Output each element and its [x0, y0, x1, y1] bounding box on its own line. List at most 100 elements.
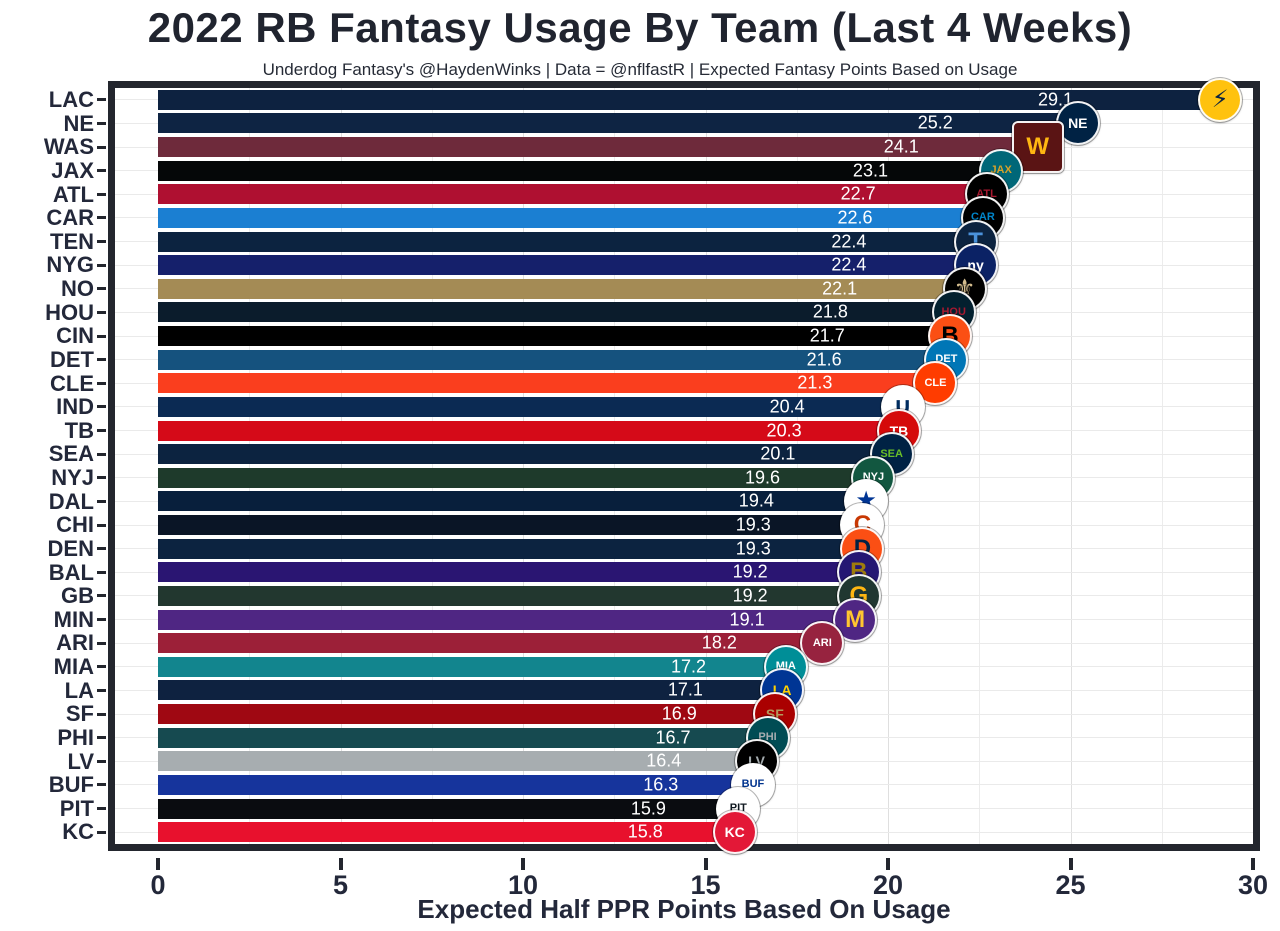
bar-PHI: 16.7 [158, 727, 768, 748]
y-label-MIA: MIA [53, 654, 94, 679]
bar-DEN: 19.3 [158, 538, 863, 559]
bar-BUF: 16.3 [158, 774, 753, 795]
bar-value-CLE: 21.3 [797, 372, 833, 393]
vertical-gridline [1070, 88, 1072, 844]
bar-NO: 22.1 [158, 278, 965, 299]
x-axis-title: Expected Half PPR Points Based On Usage [417, 894, 951, 924]
bar-LV: 16.4 [158, 750, 757, 772]
x-tick-label-20: 20 [872, 870, 904, 900]
bar-MIA: 17.2 [158, 656, 786, 677]
y-tick [97, 263, 106, 267]
y-label-NE: NE [63, 110, 94, 136]
bar-ATL: 22.7 [158, 183, 987, 205]
bar-GB: 19.2 [158, 585, 859, 606]
bar-value-NO: 22.1 [822, 278, 858, 299]
y-label-NYJ: NYJ [51, 465, 94, 490]
bar-value-GB: 19.2 [732, 585, 768, 606]
bar-TEN: 22.4 [158, 231, 976, 252]
y-tick [97, 570, 106, 574]
bar-TB: 20.3 [158, 420, 899, 441]
bar-value-CIN: 21.7 [809, 325, 845, 346]
y-label-CAR: CAR [46, 205, 94, 231]
vertical-gridline [249, 88, 251, 844]
y-tick [97, 405, 106, 409]
y-tick [97, 381, 106, 385]
bar-MIN: 19.1 [158, 609, 856, 630]
y-label-SF: SF [65, 701, 94, 727]
bar-value-DAL: 19.4 [738, 490, 774, 511]
bar-value-TEN: 22.4 [831, 231, 867, 252]
y-tick [97, 594, 106, 598]
y-label-PIT: PIT [59, 795, 94, 821]
vertical-gridline [614, 88, 616, 844]
x-tick-label-0: 0 [150, 870, 166, 900]
bar-ARI: 18.2 [158, 632, 823, 654]
y-tick [97, 712, 106, 716]
chargers-bolt-logo: ⚡ [1198, 77, 1243, 122]
y-label-IND: IND [56, 394, 94, 420]
bar-LA: 17.1 [158, 679, 783, 701]
x-tick-label-10: 10 [507, 870, 539, 900]
bar-NYG: 22.4 [158, 255, 976, 276]
y-label-CHI: CHI [56, 512, 94, 538]
bar-value-SF: 16.9 [661, 703, 697, 724]
bar-SF: 16.9 [158, 703, 775, 725]
bar-CLE: 21.3 [158, 372, 936, 394]
bar-KC: 15.8 [158, 822, 735, 843]
bar-value-MIN: 19.1 [729, 609, 765, 630]
x-tick [338, 858, 343, 870]
y-tick [97, 121, 106, 125]
vertical-gridline [1161, 88, 1163, 844]
bar-value-HOU: 21.8 [812, 301, 848, 322]
y-label-BAL: BAL [48, 559, 94, 585]
bar-SEA: 20.1 [158, 443, 892, 465]
x-tick [703, 858, 708, 870]
y-tick [97, 618, 106, 622]
y-label-LAC: LAC [48, 87, 94, 112]
y-tick [97, 429, 106, 433]
bar-value-NE: 25.2 [917, 112, 953, 133]
y-tick [97, 145, 106, 149]
bar-NYJ: 19.6 [158, 467, 874, 488]
y-label-ATL: ATL [52, 181, 94, 207]
vertical-gridline [796, 88, 798, 844]
y-tick [97, 216, 106, 220]
vertical-gridline [705, 88, 707, 844]
y-tick [97, 783, 106, 787]
y-label-LA: LA [64, 677, 94, 703]
bar-value-ARI: 18.2 [701, 632, 737, 653]
y-tick [97, 358, 106, 362]
y-tick [97, 759, 106, 763]
bar-value-CHI: 19.3 [735, 514, 771, 535]
x-tick [521, 858, 525, 870]
y-label-GB: GB [61, 583, 94, 609]
bar-value-ATL: 22.7 [840, 183, 876, 204]
y-tick [97, 98, 106, 102]
vertical-gridline [340, 88, 342, 844]
bar-IND: 20.4 [158, 396, 903, 417]
bar-WAS: 24.1 [158, 137, 1038, 158]
x-tick [156, 858, 160, 870]
bar-value-LV: 16.4 [646, 750, 682, 771]
bar-value-DEN: 19.3 [735, 538, 771, 559]
y-tick [97, 452, 106, 456]
x-tick [886, 858, 890, 870]
bar-NE: 25.2 [158, 112, 1078, 134]
y-label-WAS: WAS [43, 134, 94, 160]
y-label-NYG: NYG [46, 252, 94, 278]
bar-value-TB: 20.3 [766, 420, 802, 441]
y-label-PHI: PHI [57, 724, 94, 750]
bar-value-MIA: 17.2 [670, 656, 707, 677]
y-tick [97, 688, 106, 692]
bar-LAC: 29.1 [158, 89, 1221, 110]
bar-value-IND: 20.4 [769, 396, 805, 417]
bar-BAL: 19.2 [158, 562, 859, 583]
bar-CAR: 22.6 [158, 207, 983, 228]
bar-value-LA: 17.1 [667, 679, 703, 700]
bar-value-SEA: 20.1 [760, 443, 796, 464]
bar-value-PIT: 15.9 [630, 798, 666, 819]
y-label-MIN: MIN [53, 606, 94, 632]
y-label-BUF: BUF [48, 772, 94, 798]
y-label-ARI: ARI [56, 630, 94, 656]
x-axis: 0 5 10 15 20 25 30 [108, 858, 1268, 908]
